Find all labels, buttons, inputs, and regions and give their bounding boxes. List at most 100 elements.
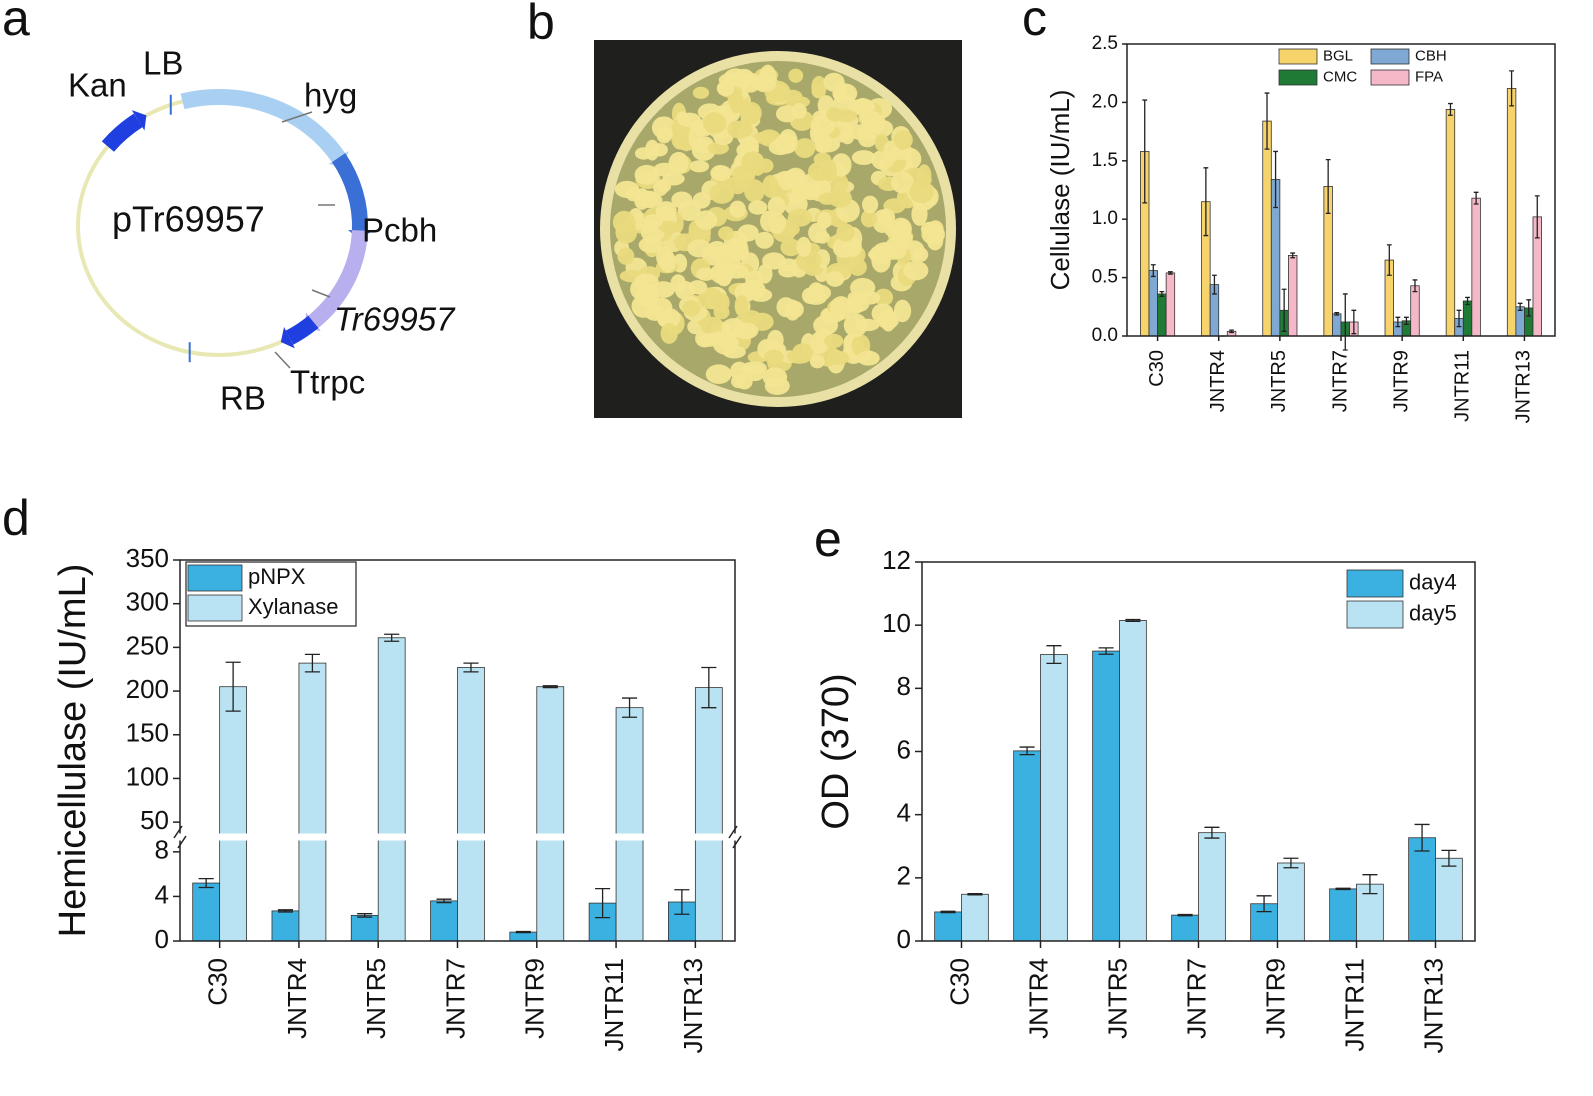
legend-swatch [187,564,243,592]
bar [615,707,644,942]
plasmid-label: Pcbh [362,212,437,249]
y-axis-label: OD (370) [815,673,857,829]
colony [757,263,773,284]
legend-label: day4 [1409,569,1457,594]
colony [617,247,635,265]
colony [778,264,798,278]
error-bar [1019,746,1035,756]
hyg-arc [180,89,346,163]
colony [716,80,735,97]
colony [734,295,749,317]
x-tick-label: JNTR5 [1268,350,1290,412]
colony [767,196,786,216]
x-tick-label: JNTR13 [1513,350,1535,423]
colony [807,161,832,182]
colony [764,377,790,395]
colony [796,236,812,257]
colony [851,150,876,166]
colony [876,311,900,329]
bar [1040,654,1068,942]
x-tick-label: JNTR7 [1329,350,1351,412]
colony [809,122,825,145]
colony [713,304,730,320]
bar [1462,300,1473,337]
colony [694,210,718,230]
y-tick-label: 350 [126,543,169,573]
bar [377,637,406,942]
colony [769,184,784,201]
y-tick-label: 2 [897,861,911,891]
colony [748,200,768,215]
y-tick-label: 1.5 [1092,150,1118,171]
x-tick-label: JNTR9 [1260,958,1290,1039]
bar [1515,306,1525,337]
colony [744,363,766,382]
error-bar [436,898,452,904]
x-tick-label: JNTR9 [520,958,550,1039]
colony [739,136,759,156]
colony [671,191,693,209]
error-bar [1456,309,1462,328]
error-bar [1351,309,1357,335]
bar [1332,313,1342,337]
bar [1092,650,1120,942]
error-bar [967,892,983,896]
colony [861,195,879,214]
leader-line [311,289,331,298]
colony [668,151,689,175]
break-mark [173,825,187,849]
colony [767,329,784,351]
colony [773,170,799,191]
colony [768,212,787,234]
colony [651,143,668,157]
colony [794,138,816,159]
error-bar [1204,826,1220,839]
colony [705,364,732,384]
error-bar [1325,158,1331,215]
colony [883,140,900,164]
error-bar [701,666,717,709]
bar [961,893,989,942]
bar [1157,293,1167,337]
colony [813,315,839,336]
colony [857,350,880,366]
colony [787,208,813,227]
error-bar [1404,316,1409,325]
y-tick-label: 0 [155,924,169,954]
colony [692,192,711,209]
y-tick-label: 0.0 [1092,325,1118,346]
colony [659,250,676,273]
colony [817,211,832,229]
colony [706,331,730,345]
colony [718,226,734,241]
error-bar [595,887,611,919]
colony [917,164,932,188]
colony [670,274,686,293]
legend-swatch [1278,69,1318,86]
error-bar [1159,290,1165,297]
error-bar [277,909,293,913]
colony [836,223,855,242]
x-tick-label: JNTR13 [1418,958,1448,1053]
y-tick-label: 200 [126,674,169,704]
bar [1013,750,1041,942]
colony [780,238,802,257]
y-tick-label: 0.5 [1092,267,1118,288]
colony [891,171,914,194]
error-bar [940,910,956,914]
pcbh-arc [331,153,368,231]
x-tick-label: JNTR11 [1452,350,1474,422]
colony [739,101,762,125]
y-tick-label: 4 [897,798,911,828]
x-tick-label: JNTR7 [1181,958,1211,1039]
colony [927,220,944,238]
plasmid-label: Tr69957 [334,301,456,338]
colony [660,322,678,344]
bar [1148,270,1158,337]
colony [638,190,659,207]
error-bar [384,633,400,642]
error-bar [1335,887,1351,891]
bar [1410,285,1420,337]
error-bar [1168,271,1173,275]
plasmid-label: Kan [68,67,127,104]
